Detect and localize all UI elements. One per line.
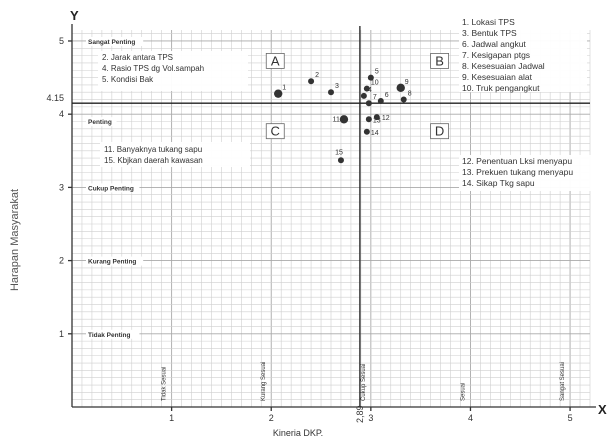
quadrant-label: A [271, 53, 280, 68]
y-axis-letter: Y [70, 8, 79, 23]
x-tick-label: 3 [368, 413, 373, 423]
quadrant-label: B [435, 53, 444, 68]
data-point [365, 116, 372, 123]
y-level-label: Kurang Penting [88, 259, 136, 266]
x-mean-label: 2,89 [355, 405, 365, 423]
legend-item: 4. Rasio TPS dg Vol.sampah [102, 64, 204, 73]
legend-item: 6. Jadwal angkut [462, 39, 526, 49]
data-point [365, 100, 372, 107]
legend-right-bottom-bg [459, 155, 591, 191]
y-level-label-bg [86, 183, 140, 193]
y-level-label: Tidak Penting [88, 332, 131, 339]
y-level-label: Cukup Penting [88, 185, 134, 192]
data-point [360, 92, 367, 99]
data-point-label: 11 [333, 116, 340, 123]
data-point-label: 5 [375, 69, 379, 76]
legend-item: 9. Kesesuaian alat [462, 72, 533, 82]
y-mean-label: 4.15 [46, 93, 64, 103]
data-point-label: 8 [408, 91, 412, 98]
data-point-label: 7 [373, 94, 377, 101]
legend-item: 7. Kesigapan ptgs [462, 50, 530, 60]
data-point-label: 1 [282, 85, 286, 92]
x-tick-label: 4 [468, 413, 473, 423]
x-tick-label: 5 [568, 413, 573, 423]
x-level-label: Sangat Sesuai [560, 362, 566, 401]
level-labels: Sangat Penting Penting Cukup Penting Kurang… [86, 36, 566, 401]
quadrant-label-box [265, 53, 285, 69]
y-level-label: Penting [88, 119, 112, 126]
data-point [308, 78, 315, 85]
y-tick-label: 3 [59, 182, 64, 192]
x-axis-title: Kineria DKP. [273, 428, 323, 438]
data-point [367, 74, 374, 81]
legend-item: 2. Jarak antara TPS [102, 53, 173, 62]
data-point-label: 13 [373, 117, 381, 124]
quadrant-label-box [430, 123, 450, 140]
x-tick-label: 1 [169, 413, 174, 423]
y-tick-label: 4 [59, 109, 64, 119]
data-point-label: 14 [371, 130, 379, 137]
y-axis-title: Harapan Masyarakat [9, 189, 21, 291]
data-point [328, 89, 334, 96]
y-level-label-bg [86, 36, 144, 46]
quadrant-label-box [430, 53, 450, 69]
legend-item: 14. Sikap Tkg sapu [462, 178, 535, 188]
quadrant-label-box [265, 123, 285, 140]
chart-grid [71, 30, 591, 408]
data-point-label: 6 [385, 92, 389, 99]
y-tick-label: 1 [59, 329, 64, 339]
legend-item: 5. Kondisi Bak [102, 75, 154, 84]
legend-item: 1. Lokasi TPS [462, 17, 515, 27]
legend-item: 3. Bentuk TPS [462, 28, 517, 38]
legend-left-bottom-bg [100, 142, 250, 167]
x-level-label: Tidak Sesuai [162, 367, 168, 401]
data-point-label: 10 [371, 80, 379, 87]
y-tick-label: 2 [59, 256, 64, 266]
legend-item: 13. Prekuen tukang menyapu [462, 167, 573, 177]
x-tick-label: 2 [269, 413, 274, 423]
legend-item: 8. Kesesuaian Jadwal [462, 61, 545, 71]
x-level-label: Kurang Sesuai [261, 362, 267, 401]
y-level-label-bg [86, 329, 140, 339]
data-point [400, 96, 407, 103]
x-level-label: Sesuai [460, 383, 466, 401]
data-point-label: 3 [335, 83, 339, 90]
x-axis-letter: X [598, 402, 607, 417]
data-point-label: 4 [368, 87, 372, 94]
x-level-label: Cukup Sesuai [361, 364, 367, 401]
y-level-label-bg [86, 256, 144, 266]
data-point [274, 89, 283, 98]
data-point-label: 12 [382, 115, 390, 122]
data-point-label: 2 [315, 72, 319, 79]
legend-item: 15. Kbjkan daerah kawasan [104, 156, 203, 165]
y-level-label: Sangat Penting [88, 39, 135, 46]
quadrant-label: D [435, 124, 444, 139]
legend-item: 11. Banyaknya tukang sapu [104, 145, 202, 154]
quadrant-labels: A B C D [265, 53, 450, 140]
legend-item: 10. Truk pengangkut [462, 83, 540, 93]
data-point [396, 83, 405, 93]
quadrant-label: C [271, 124, 280, 139]
data-point-label: 9 [405, 79, 409, 86]
y-tick-label: 5 [59, 36, 64, 46]
legend-item: 12. Penentuan Lksi menyapu [462, 156, 572, 166]
legend-right-top-bg [459, 16, 587, 92]
legend-left-top-bg [98, 51, 248, 91]
data-point [339, 115, 349, 124]
y-level-label-bg [86, 117, 117, 127]
data-point-label: 15 [335, 149, 343, 156]
data-point [377, 98, 384, 105]
data-point [373, 114, 380, 121]
data-point [337, 157, 344, 164]
data-point [363, 128, 370, 135]
data-point [363, 85, 370, 92]
